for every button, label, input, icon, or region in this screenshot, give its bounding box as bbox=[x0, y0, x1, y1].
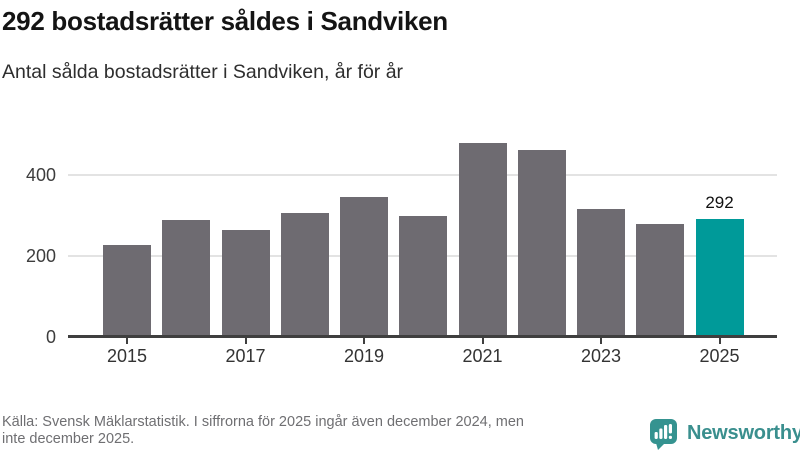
x-axis-label-2015: 2015 bbox=[106, 346, 148, 366]
newsworthy-logo-text: Newsworthy bbox=[687, 421, 800, 444]
source-note-line1: Källa: Svensk Mäklarstatistik. I siffror… bbox=[2, 414, 524, 430]
bar-2023 bbox=[577, 208, 625, 337]
x-tick-2023 bbox=[600, 338, 602, 344]
x-axis-line bbox=[68, 335, 777, 338]
bar-2022 bbox=[517, 149, 566, 337]
bar-2017 bbox=[221, 229, 270, 337]
bar-2021 bbox=[458, 142, 507, 337]
newsworthy-logo-icon bbox=[648, 417, 680, 450]
x-axis-label-2021: 2021 bbox=[462, 346, 503, 366]
page-title: 292 bostadsrätter såldes i Sandviken bbox=[2, 6, 448, 36]
x-tick-2019 bbox=[363, 338, 365, 344]
x-tick-2021 bbox=[481, 338, 484, 344]
source-note: Källa: Svensk Mäklarstatistik. I siffror… bbox=[2, 414, 647, 449]
x-axis-label-2017: 2017 bbox=[225, 346, 266, 366]
gridline-400 bbox=[68, 174, 777, 176]
bar-2025 bbox=[695, 218, 744, 337]
bar-2016 bbox=[162, 219, 211, 337]
x-tick-2015 bbox=[126, 338, 128, 344]
x-axis-label-2025: 2025 bbox=[699, 346, 740, 366]
bar-2015 bbox=[103, 244, 151, 337]
x-tick-2017 bbox=[244, 338, 247, 344]
y-axis-label-400: 400 bbox=[25, 165, 56, 185]
chart-subtitle: Antal sålda bostadsrätter i Sandviken, å… bbox=[2, 61, 404, 83]
x-tick-2025 bbox=[718, 338, 721, 344]
bar-2018 bbox=[280, 213, 329, 337]
y-axis-label-200: 200 bbox=[25, 246, 56, 266]
bar-2020 bbox=[399, 215, 448, 337]
y-axis-label-0: 0 bbox=[45, 327, 56, 347]
source-note-line2: inte december 2025. bbox=[2, 431, 135, 448]
newsworthy-logo: Newsworthy bbox=[648, 416, 800, 450]
x-axis-label-2019: 2019 bbox=[343, 346, 385, 366]
bar-2019 bbox=[340, 196, 388, 337]
value-label-2025: 292 bbox=[705, 192, 734, 212]
x-axis-label-2023: 2023 bbox=[580, 346, 622, 366]
bar-2024 bbox=[636, 224, 685, 337]
